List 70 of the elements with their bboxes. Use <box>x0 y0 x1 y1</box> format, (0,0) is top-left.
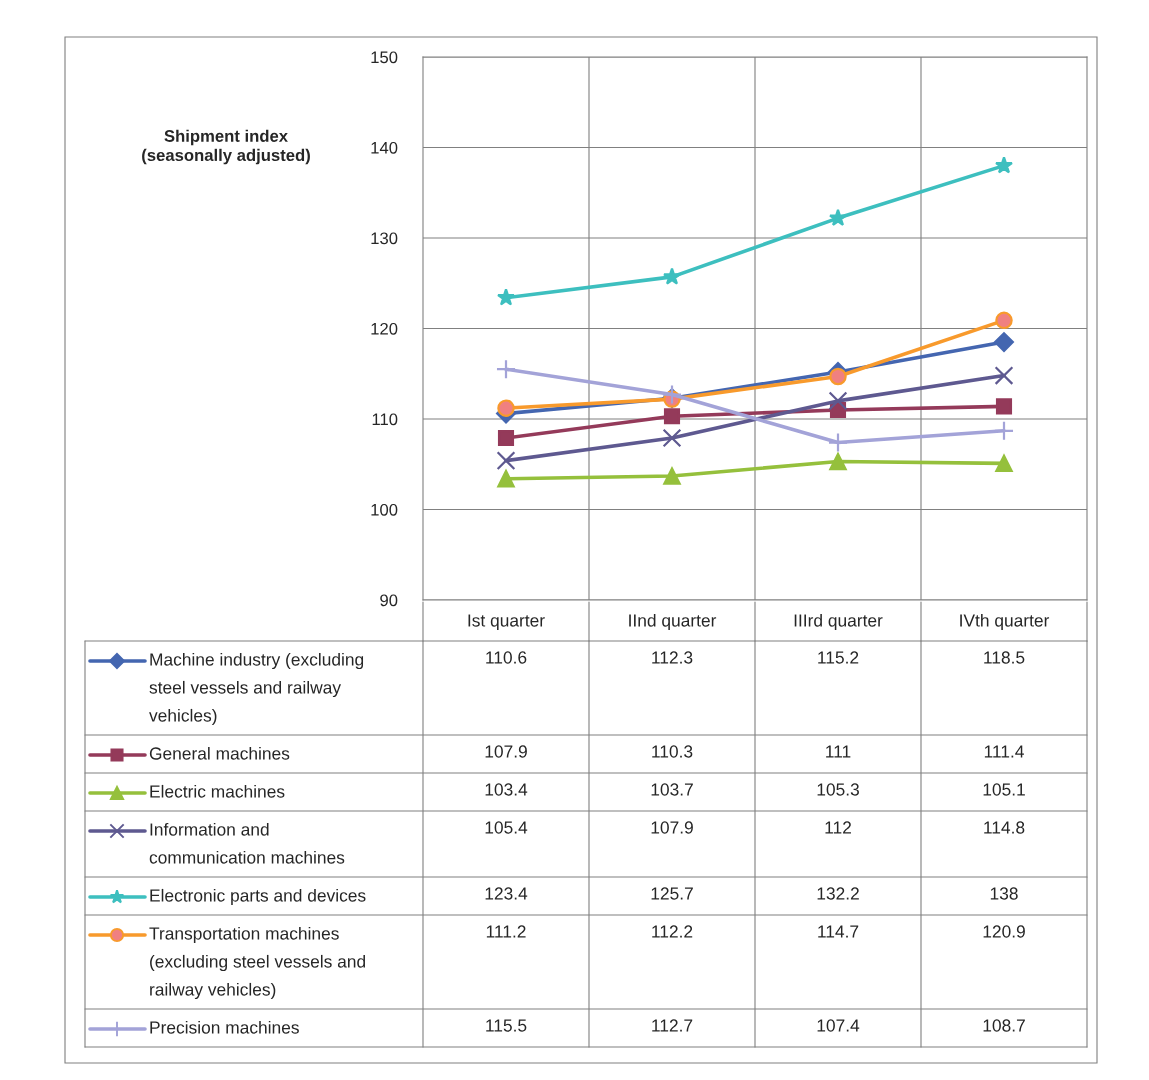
point <box>993 420 1015 441</box>
point <box>995 454 1013 473</box>
data-label: 114.7 <box>818 925 859 938</box>
point <box>496 288 516 306</box>
y-axis-title: Shipment index (seasonally adjusted) <box>142 129 310 165</box>
point <box>496 451 516 471</box>
y-tick-label: 110 <box>372 413 398 426</box>
point <box>663 408 681 425</box>
point <box>662 267 682 285</box>
data-label: 111.2 <box>486 925 526 938</box>
point <box>994 366 1014 385</box>
data-label: 115.5 <box>486 1019 527 1032</box>
legend-label: Precision machines <box>150 1020 299 1034</box>
point <box>661 384 683 405</box>
point <box>662 428 682 448</box>
point <box>828 391 848 411</box>
data-label: 125.7 <box>651 887 693 900</box>
point <box>663 467 681 485</box>
y-tick-label: 130 <box>371 232 398 245</box>
data-label: 105.1 <box>983 783 1025 796</box>
y-tick-label: 90 <box>380 594 398 607</box>
point <box>497 399 515 417</box>
legend-label: Electric machines <box>150 784 285 798</box>
legend-label: Information and communication machines <box>149 822 345 864</box>
point <box>497 429 515 447</box>
data-label: 132.2 <box>817 887 859 900</box>
point <box>995 398 1013 415</box>
data-label: 112 <box>825 821 851 834</box>
data-label: 103.4 <box>485 783 528 796</box>
x-tick-label: IIIrd quarter <box>794 613 883 631</box>
data-label: 108.7 <box>983 1019 1025 1032</box>
data-label: 107.4 <box>817 1019 860 1032</box>
data-label: 110.6 <box>486 651 527 664</box>
x-tick-label: IVth quarter <box>960 613 1050 631</box>
point <box>829 367 847 386</box>
data-label: 112.3 <box>652 651 693 664</box>
data-label: 118.5 <box>984 651 1025 664</box>
point <box>828 208 848 226</box>
legend-label: General machines <box>149 746 290 760</box>
y-tick-label: 150 <box>371 51 398 64</box>
data-label: 120.9 <box>983 925 1025 938</box>
data-label: 110.3 <box>652 745 693 758</box>
point <box>995 311 1013 330</box>
data-label: 107.9 <box>651 821 693 834</box>
legend-label: Transportation machines (excluding steel vessels and railway vehicles) <box>149 926 366 1000</box>
x-tick-label: Ist quarter <box>468 614 545 631</box>
data-label: 111 <box>826 745 851 758</box>
data-label: 115.2 <box>818 651 859 664</box>
data-label: 112.2 <box>652 925 693 938</box>
data-label: 103.7 <box>651 783 693 796</box>
data-label: 123.4 <box>485 887 528 900</box>
point <box>994 156 1014 174</box>
data-label: 111.4 <box>984 745 1024 758</box>
y-tick-label: 140 <box>371 141 398 154</box>
data-label: 114.8 <box>984 821 1025 834</box>
data-label: 112.7 <box>652 1019 693 1032</box>
data-label: 107.9 <box>485 745 527 758</box>
data-label: 138 <box>990 887 1018 900</box>
point <box>495 359 517 380</box>
x-tick-label: IInd quarter <box>629 613 717 631</box>
point <box>829 452 847 471</box>
y-tick-label: 100 <box>371 503 398 516</box>
legend-label: Machine industry (excluding steel vessels and railway vehicles) <box>149 652 364 726</box>
data-label: 105.3 <box>817 783 859 796</box>
y-tick-label: 120 <box>371 322 398 335</box>
point <box>497 469 515 488</box>
point <box>827 432 849 453</box>
legend-label: Electronic parts and devices <box>150 888 366 906</box>
point <box>994 332 1014 353</box>
data-label: 105.4 <box>485 821 528 834</box>
